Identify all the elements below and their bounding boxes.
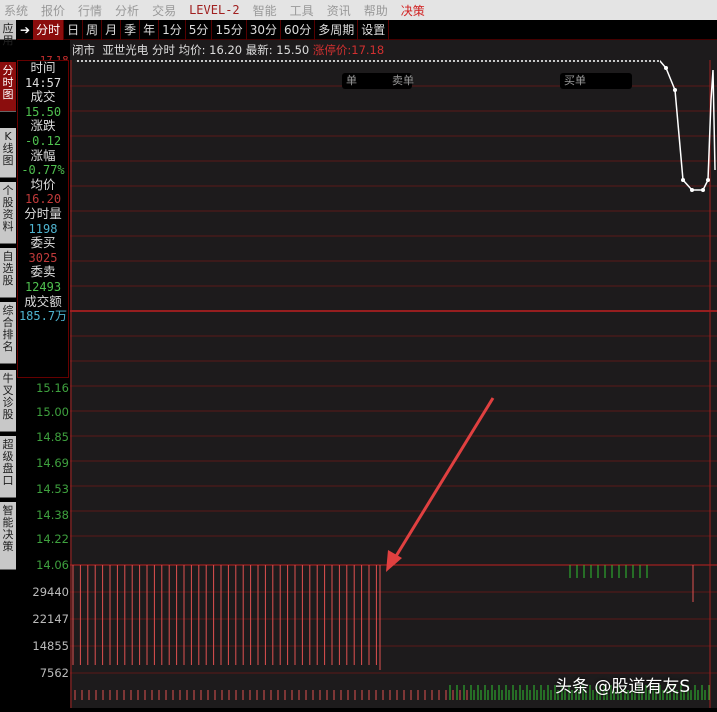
last-label: 最新: xyxy=(245,43,273,57)
annotation-arrow xyxy=(388,397,495,567)
info-value: 12493 xyxy=(24,279,62,294)
info-value: 16.20 xyxy=(24,192,62,207)
info-label: 成交额 xyxy=(24,293,62,309)
info-panel: 时间 14:57 成交 15.50 涨跌 -0.12 涨幅 -0.77% 均价 16.20 分时量 1… xyxy=(17,60,69,378)
info-value: 185.7万 xyxy=(18,309,68,324)
intraday-chart xyxy=(70,60,717,708)
quote-header: 闭市 亚世光电 分时 均价: 16.20 最新: 15.50 涨停价:17.18 xyxy=(72,42,384,58)
tab-6[interactable]: 1分 xyxy=(159,19,186,40)
info-value: -0.77% xyxy=(21,163,65,178)
tab-2[interactable]: 周 xyxy=(83,19,103,40)
price-axis-label: 15.16 xyxy=(36,381,69,395)
menu-item[interactable]: LEVEL-2 xyxy=(189,3,240,17)
info-value: 15.50 xyxy=(24,104,62,119)
side-tab[interactable]: 超级盘口 xyxy=(0,436,16,498)
menu-item[interactable]: 智能 xyxy=(252,3,277,18)
volume-axis-label: 29440 xyxy=(32,585,69,599)
avg-label: 均价: xyxy=(178,43,206,57)
pin-icon[interactable]: ➔ xyxy=(20,22,31,37)
side-tab[interactable]: 智能决策 xyxy=(0,502,16,570)
menu-item[interactable]: 工具 xyxy=(289,3,314,18)
watermark: 头条 @股道有友S xyxy=(555,677,691,697)
limit-label: 涨停价: xyxy=(312,43,352,57)
price-point xyxy=(706,178,710,182)
price-axis-label: 14.22 xyxy=(36,532,69,546)
last-price: 15.50 xyxy=(276,43,310,57)
side-tab[interactable]: 自选股 xyxy=(0,248,16,298)
period-tab-bar: ➔ 分时日周月季年 1分 5分 15分 30分 60分 多周期 设置 xyxy=(17,19,717,40)
volume-axis-label: 22147 xyxy=(32,612,69,626)
price-point xyxy=(673,88,677,92)
tab-3[interactable]: 月 xyxy=(102,19,122,40)
price-point xyxy=(690,188,694,192)
price-point xyxy=(681,178,685,182)
info-value: 1198 xyxy=(28,221,58,236)
tab-5[interactable]: 年 xyxy=(140,19,160,40)
market-status: 闭市 xyxy=(72,43,95,57)
tab-9[interactable]: 30分 xyxy=(247,19,281,40)
side-tab[interactable]: 综合排名 xyxy=(0,302,16,364)
info-value: 14:57 xyxy=(24,75,62,90)
price-axis-label: 15.00 xyxy=(36,405,69,419)
price-axis-label: 14.38 xyxy=(36,508,69,522)
info-label: 时间 xyxy=(30,60,56,75)
avg-price: 16.20 xyxy=(209,43,243,57)
side-tab[interactable]: 个股资料 xyxy=(0,182,16,244)
tab-0[interactable]: 分时 xyxy=(33,19,65,40)
tab-1[interactable]: 日 xyxy=(64,19,84,40)
menu-item[interactable]: 帮助 xyxy=(363,3,388,18)
menu-bar: 系统 报价 行情 分析 交易 LEVEL-2 智能 工具 资讯 帮助 决策 xyxy=(0,0,717,20)
tab-4[interactable]: 季 xyxy=(121,19,141,40)
info-label: 涨跌 xyxy=(30,118,56,134)
tab-12[interactable]: 设置 xyxy=(358,19,390,40)
side-tab[interactable]: 牛叉诊股 xyxy=(0,370,16,432)
chart-area[interactable] xyxy=(70,40,717,708)
menu-item[interactable]: 资讯 xyxy=(326,3,351,18)
tab-8[interactable]: 15分 xyxy=(212,19,247,40)
price-axis-label: 14.85 xyxy=(36,430,69,444)
info-value: -0.12 xyxy=(24,133,62,148)
volume-axis-label: 7562 xyxy=(39,666,69,680)
arrow-head-icon xyxy=(386,550,402,572)
tab-10[interactable]: 60分 xyxy=(281,19,316,40)
limit-price: 17.18 xyxy=(351,43,385,57)
side-tabs: 应用分时图 K线图个股资料自选股综合排名牛叉诊股超级盘口智能决策 xyxy=(0,20,17,708)
info-label: 委买 xyxy=(30,235,56,251)
menu-item[interactable]: 分析 xyxy=(115,3,140,18)
side-tab[interactable]: 分时图 xyxy=(0,62,16,112)
price-point xyxy=(664,66,668,70)
menu-item[interactable]: 行情 xyxy=(78,3,103,18)
side-tab[interactable]: 应用 xyxy=(0,20,16,47)
price-axis-label: 14.53 xyxy=(36,482,69,496)
menu-item[interactable]: 系统 xyxy=(4,3,29,18)
info-label: 均价 xyxy=(30,176,56,192)
order-tag: 单 xyxy=(342,73,412,89)
tab-11[interactable]: 多周期 xyxy=(315,19,359,40)
price-axis-label: 14.69 xyxy=(36,456,69,470)
volume-axis-label: 14855 xyxy=(32,639,69,653)
info-label: 委卖 xyxy=(30,264,56,280)
menu-item[interactable]: 交易 xyxy=(152,3,177,18)
info-label: 成交 xyxy=(30,89,56,105)
chart-mode: 分时 xyxy=(151,43,175,57)
menu-item[interactable]: 报价 xyxy=(41,3,66,18)
side-tab[interactable]: K线图 xyxy=(0,128,16,178)
info-value: 3025 xyxy=(28,250,58,265)
buy-order-tag: 买单 xyxy=(560,73,632,89)
menu-item[interactable]: 决策 xyxy=(400,3,425,18)
sell-order-tag: 卖单 xyxy=(392,74,414,87)
price-axis-label: 14.06 xyxy=(36,558,69,572)
info-label: 涨幅 xyxy=(30,147,56,163)
info-label: 分时量 xyxy=(24,205,62,221)
stock-name: 亚世光电 xyxy=(102,43,149,57)
price-point xyxy=(701,188,705,192)
tab-7[interactable]: 5分 xyxy=(186,19,213,40)
